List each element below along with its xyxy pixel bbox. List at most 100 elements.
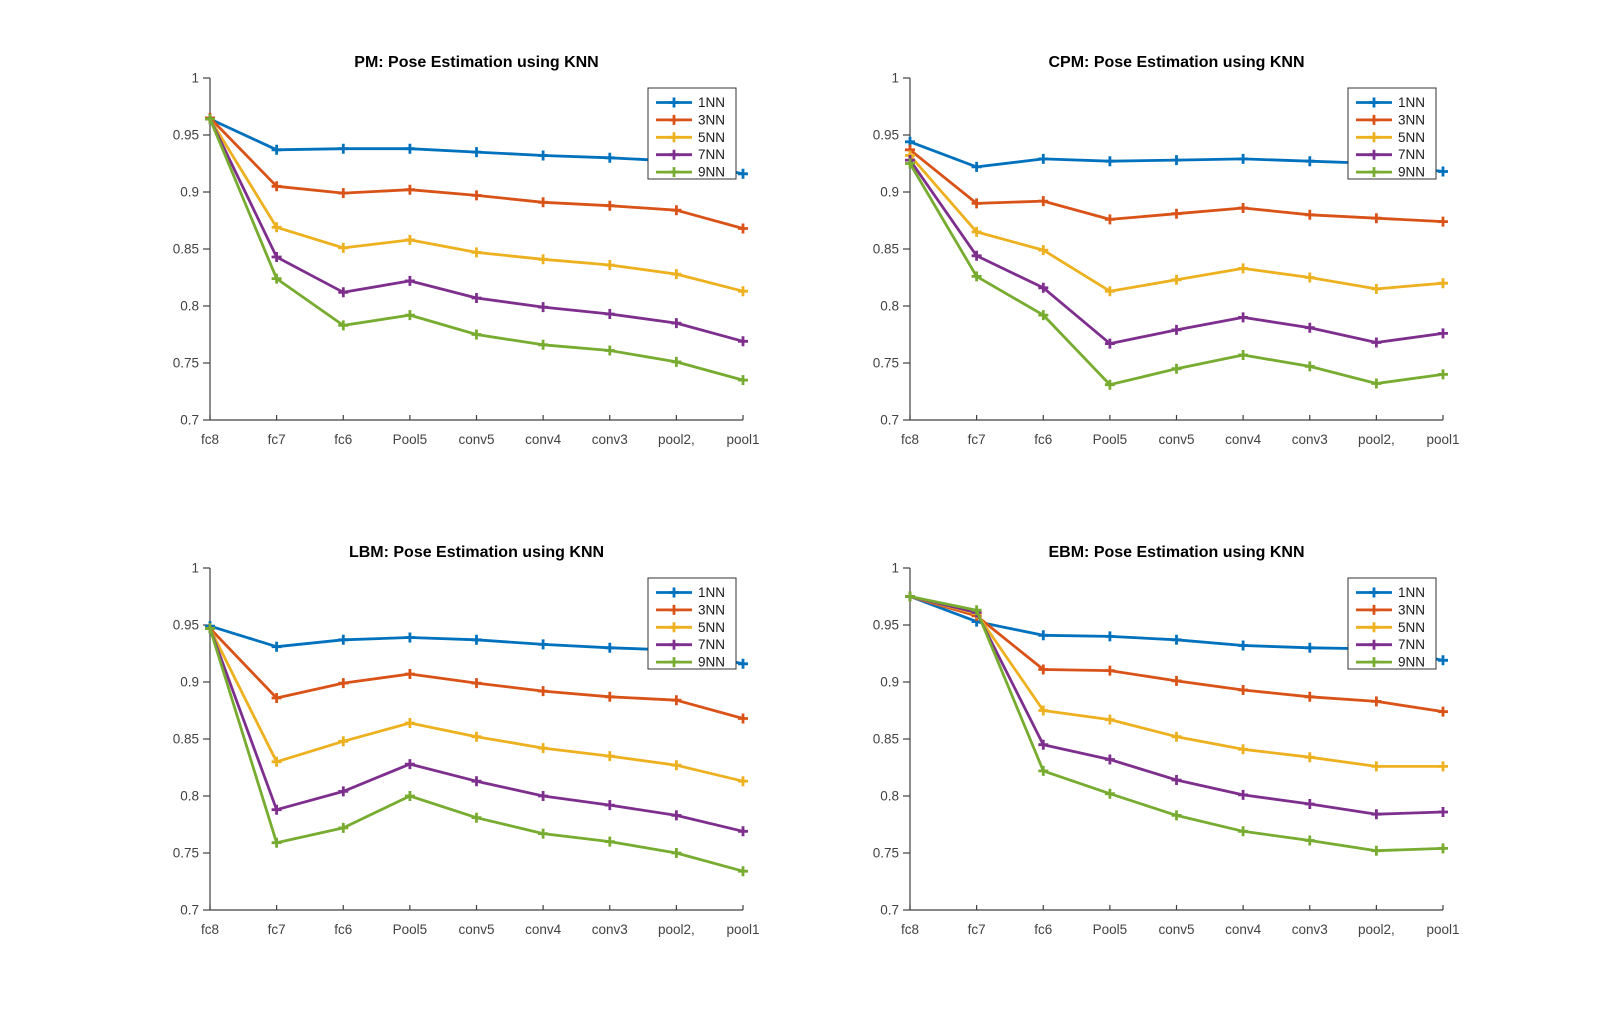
legend-label: 1NN — [698, 95, 725, 110]
legend-label: 3NN — [1398, 602, 1425, 617]
chart-ebm-svg: 0.7 0.75 0.8 0.85 0.9 0.95 1 fc8 fc7 fc6 Pool5 conv… — [873, 544, 1460, 938]
x-tick-label: pool1 — [726, 922, 759, 937]
y-tick-label: 0.95 — [873, 618, 899, 633]
y-tick-label: 0.7 — [880, 413, 899, 428]
series-markers-9NN — [205, 623, 748, 877]
x-tick-label: conv4 — [525, 922, 562, 937]
x-tick-label: conv3 — [1292, 432, 1328, 447]
series-7NN — [905, 155, 1448, 349]
legend-label: 3NN — [698, 112, 725, 127]
y-tick-label: 0.8 — [880, 789, 899, 804]
legend-marker — [1369, 114, 1379, 125]
x-tick-label: pool2, — [658, 922, 695, 937]
legend-label: 5NN — [1398, 130, 1425, 145]
axes: 0.7 0.75 0.8 0.85 0.9 0.95 1 fc8 fc7 fc6 Pool5 conv… — [873, 71, 1460, 448]
x-tick-label: conv4 — [525, 432, 562, 447]
legend-marker — [669, 149, 679, 160]
legend-entry-1NN: 1NN — [656, 95, 725, 110]
legend-label: 5NN — [698, 620, 725, 635]
legend-entry-9NN: 9NN — [656, 655, 725, 670]
x-tick-label: fc6 — [334, 432, 352, 447]
y-tick-label: 0.85 — [873, 242, 899, 257]
legend-entry-5NN: 5NN — [656, 130, 725, 145]
series-7NN — [205, 623, 748, 837]
x-tick-label: pool1 — [726, 432, 759, 447]
x-tick-label: fc8 — [201, 432, 219, 447]
y-tick-label: 0.9 — [180, 185, 199, 200]
series-markers-3NN — [905, 144, 1448, 227]
legend-entry-7NN: 7NN — [1356, 147, 1425, 162]
y-tick-label: 0.75 — [873, 846, 899, 861]
chart-title: CPM: Pose Estimation using KNN — [1048, 54, 1304, 71]
series-9NN — [905, 158, 1448, 390]
legend-marker — [669, 167, 679, 178]
legend-marker — [1369, 149, 1379, 160]
y-tick-label: 0.75 — [173, 356, 199, 371]
chart-cpm-plot-area: 0.7 0.75 0.8 0.85 0.9 0.95 1 fc8 fc7 fc6 Pool5 conv… — [873, 71, 1460, 448]
x-tick-label: pool1 — [1426, 432, 1459, 447]
x-tick-label: Pool5 — [393, 432, 428, 447]
legend-marker — [1369, 639, 1379, 650]
x-tick-label: fc8 — [201, 922, 219, 937]
legend-marker — [669, 639, 679, 650]
x-tick-label: Pool5 — [1093, 922, 1128, 937]
x-tick-label: fc8 — [901, 432, 919, 447]
legend-marker — [1369, 167, 1379, 178]
y-tick-label: 0.95 — [873, 128, 899, 143]
y-tick-label: 0.8 — [180, 299, 199, 314]
legend-entry-9NN: 9NN — [656, 165, 725, 180]
legend-marker — [1369, 97, 1379, 108]
axes: 0.7 0.75 0.8 0.85 0.9 0.95 1 fc8 fc7 fc6 Pool5 conv… — [873, 561, 1460, 938]
legend-entry-7NN: 7NN — [1356, 637, 1425, 652]
x-tick-label: fc6 — [1034, 922, 1052, 937]
y-tick-label: 0.8 — [180, 789, 199, 804]
legend-marker — [669, 132, 679, 143]
chart-title: PM: Pose Estimation using KNN — [354, 54, 598, 71]
y-tick-label: 0.95 — [173, 618, 199, 633]
legend-label: 1NN — [1398, 95, 1425, 110]
legend-label: 9NN — [1398, 655, 1425, 670]
y-tick-label: 0.9 — [880, 675, 899, 690]
legend-entry-5NN: 5NN — [1356, 130, 1425, 145]
x-tick-label: fc7 — [268, 432, 286, 447]
x-tick-label: fc6 — [1034, 432, 1052, 447]
legend-label: 3NN — [698, 602, 725, 617]
x-tick-label: conv5 — [458, 432, 494, 447]
series-markers-9NN — [905, 591, 1448, 856]
x-tick-label: conv3 — [592, 922, 628, 937]
legend-entry-5NN: 5NN — [1356, 620, 1425, 635]
x-tick-label: pool1 — [1426, 922, 1459, 937]
legend-label: 9NN — [1398, 165, 1425, 180]
y-tick-label: 0.85 — [173, 732, 199, 747]
legend-marker — [669, 97, 679, 108]
legend-entry-9NN: 9NN — [1356, 655, 1425, 670]
legend-marker — [1369, 587, 1379, 598]
x-tick-label: Pool5 — [393, 922, 428, 937]
legend-label: 5NN — [1398, 620, 1425, 635]
chart-pm-svg: 0.7 0.75 0.8 0.85 0.9 0.95 1 fc8 fc7 fc6 Pool5 conv… — [173, 54, 760, 448]
series-markers-7NN — [905, 155, 1448, 349]
y-tick-label: 1 — [891, 71, 899, 86]
x-tick-label: pool2, — [1358, 922, 1395, 937]
chart-ebm: 0.7 0.75 0.8 0.85 0.9 0.95 1 fc8 fc7 fc6 Pool5 conv… — [820, 516, 1510, 996]
legend-label: 9NN — [698, 165, 725, 180]
chart-lbm: 0.7 0.75 0.8 0.85 0.9 0.95 1 fc8 fc7 fc6 Pool5 conv… — [120, 516, 810, 996]
legend-entry-3NN: 3NN — [656, 602, 725, 617]
legend-label: 1NN — [698, 585, 725, 600]
chart-cpm: 0.7 0.75 0.8 0.85 0.9 0.95 1 fc8 fc7 fc6 Pool5 conv… — [820, 26, 1510, 506]
series-9NN — [205, 114, 748, 386]
chart-pm-plot-area: 0.7 0.75 0.8 0.85 0.9 0.95 1 fc8 fc7 fc6 Pool5 conv… — [173, 71, 760, 448]
series-line-9NN — [908, 162, 1444, 387]
legend-entry-1NN: 1NN — [1356, 585, 1425, 600]
x-tick-label: fc7 — [968, 922, 986, 937]
legend: 1NN 3NN 5NN 7NN 9NN — [1347, 577, 1437, 670]
x-tick-label: fc7 — [968, 432, 986, 447]
series-line-7NN — [908, 159, 1444, 345]
y-tick-label: 0.75 — [173, 846, 199, 861]
legend-marker — [669, 587, 679, 598]
x-tick-label: Pool5 — [1093, 432, 1128, 447]
series-3NN — [205, 623, 748, 724]
legend-marker — [1369, 622, 1379, 633]
legend-entry-5NN: 5NN — [656, 620, 725, 635]
y-tick-label: 0.85 — [873, 732, 899, 747]
